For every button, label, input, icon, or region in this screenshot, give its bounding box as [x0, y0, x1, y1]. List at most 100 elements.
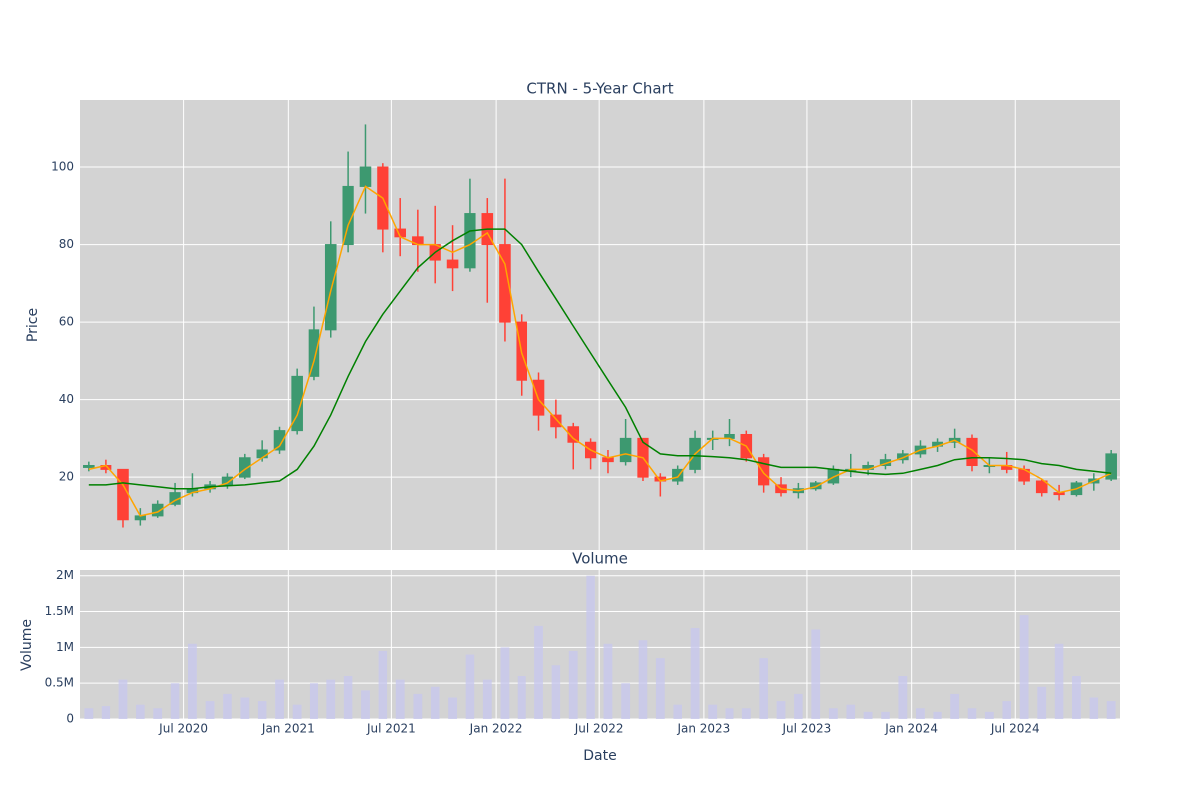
- candle-body: [359, 166, 372, 187]
- y-tick-label: 0.5M: [45, 676, 74, 690]
- moving-average-line: [88, 185, 1112, 517]
- volume-bar: [967, 708, 977, 719]
- candle-body: [464, 213, 476, 269]
- y-tick-label: 80: [59, 237, 74, 251]
- volume-bar: [118, 679, 128, 719]
- candle-body: [221, 476, 234, 486]
- volume-bar: [188, 643, 197, 719]
- candle-body: [117, 468, 129, 521]
- candle-body: [567, 426, 580, 443]
- volume-bar: [759, 658, 768, 719]
- x-tick-label: Jan 2024: [884, 722, 938, 736]
- candle-body: [273, 430, 286, 451]
- y-tick-label: 100: [51, 160, 74, 174]
- volume-bar: [378, 650, 388, 719]
- volume-bar: [170, 683, 180, 719]
- volume-bar: [205, 701, 215, 719]
- volume-bar: [1089, 697, 1099, 719]
- volume-bar: [655, 658, 665, 719]
- candle-body: [897, 453, 909, 461]
- volume-axis-title: Volume: [19, 619, 35, 671]
- volume-bar: [136, 704, 145, 719]
- y-tick-label: 1.5M: [45, 604, 74, 618]
- volume-bar: [621, 683, 631, 719]
- candle-body: [324, 244, 337, 331]
- y-tick-label: 40: [59, 392, 74, 406]
- candle-body: [1035, 480, 1048, 494]
- y-tick-label: 60: [59, 315, 74, 329]
- x-tick-label: Jul 2023: [781, 722, 831, 736]
- volume-bar: [811, 629, 821, 719]
- x-tick-label: Jul 2022: [574, 722, 624, 736]
- volume-bar: [1106, 701, 1116, 719]
- volume-bar: [984, 711, 994, 719]
- candle-body: [83, 465, 95, 468]
- candle-body: [1105, 453, 1117, 480]
- candle-body: [809, 482, 822, 490]
- volume-title: Volume: [572, 550, 628, 568]
- volume-bar: [846, 704, 856, 719]
- volume-bar: [326, 679, 336, 719]
- volume-plot-area: [80, 570, 1120, 719]
- x-tick-label: Jan 2022: [469, 722, 523, 736]
- candle-body: [446, 259, 459, 269]
- volume-bar: [500, 647, 510, 719]
- volume-bar: [794, 693, 803, 719]
- volume-bar: [413, 693, 423, 719]
- volume-bar: [1054, 643, 1064, 719]
- volume-bar: [395, 679, 405, 719]
- volume-bar: [534, 625, 543, 719]
- volume-bar: [465, 654, 475, 719]
- candle-body: [672, 468, 684, 482]
- volume-bar: [343, 676, 353, 719]
- volume-bar: [84, 708, 94, 719]
- volume-bar: [257, 701, 267, 719]
- volume-bar: [690, 628, 700, 719]
- candle-body: [619, 437, 632, 463]
- y-tick-label: 1M: [56, 640, 74, 654]
- candle-body: [308, 329, 320, 377]
- x-tick-label: Jan 2021: [261, 722, 315, 736]
- volume-bar: [603, 643, 613, 719]
- candle-body: [550, 414, 562, 428]
- x-tick-label: Jan 2023: [676, 722, 730, 736]
- volume-bar: [933, 711, 942, 719]
- volume-bar: [517, 676, 526, 719]
- volume-bar: [708, 704, 718, 719]
- volume-bar: [240, 697, 250, 719]
- x-tick-label: Jul 2020: [158, 722, 208, 736]
- volume-bar: [292, 704, 302, 719]
- volume-bar: [898, 676, 908, 719]
- candle-body: [966, 437, 978, 467]
- volume-bar: [863, 711, 873, 719]
- x-tick-label: Jul 2024: [990, 722, 1040, 736]
- volume-bar: [1037, 686, 1047, 719]
- candle-body: [239, 457, 251, 478]
- volume-bar: [482, 679, 492, 719]
- candle-body: [151, 503, 164, 517]
- price-plot-area: [80, 100, 1120, 550]
- candle-body: [256, 449, 268, 459]
- volume-bar: [741, 708, 751, 719]
- volume-bar: [950, 693, 960, 719]
- volume-bar: [725, 708, 734, 719]
- volume-bar: [1072, 676, 1081, 719]
- volume-bar: [1002, 701, 1011, 719]
- chart-title: CTRN - 5-Year Chart: [526, 80, 673, 98]
- y-tick-label: 0: [66, 712, 74, 726]
- volume-bar: [828, 708, 838, 719]
- volume-bar: [153, 708, 163, 719]
- volume-bar: [673, 704, 682, 719]
- volume-bar: [448, 697, 457, 719]
- volume-bar: [881, 711, 890, 719]
- moving-average-line: [88, 228, 1112, 490]
- volume-bar: [430, 686, 440, 719]
- candle-body: [291, 375, 303, 432]
- volume-bar: [586, 575, 595, 719]
- volume-bar: [275, 679, 284, 719]
- y-tick-label: 2M: [56, 568, 74, 582]
- x-axis-title: Date: [583, 748, 616, 764]
- volume-bar: [551, 665, 561, 719]
